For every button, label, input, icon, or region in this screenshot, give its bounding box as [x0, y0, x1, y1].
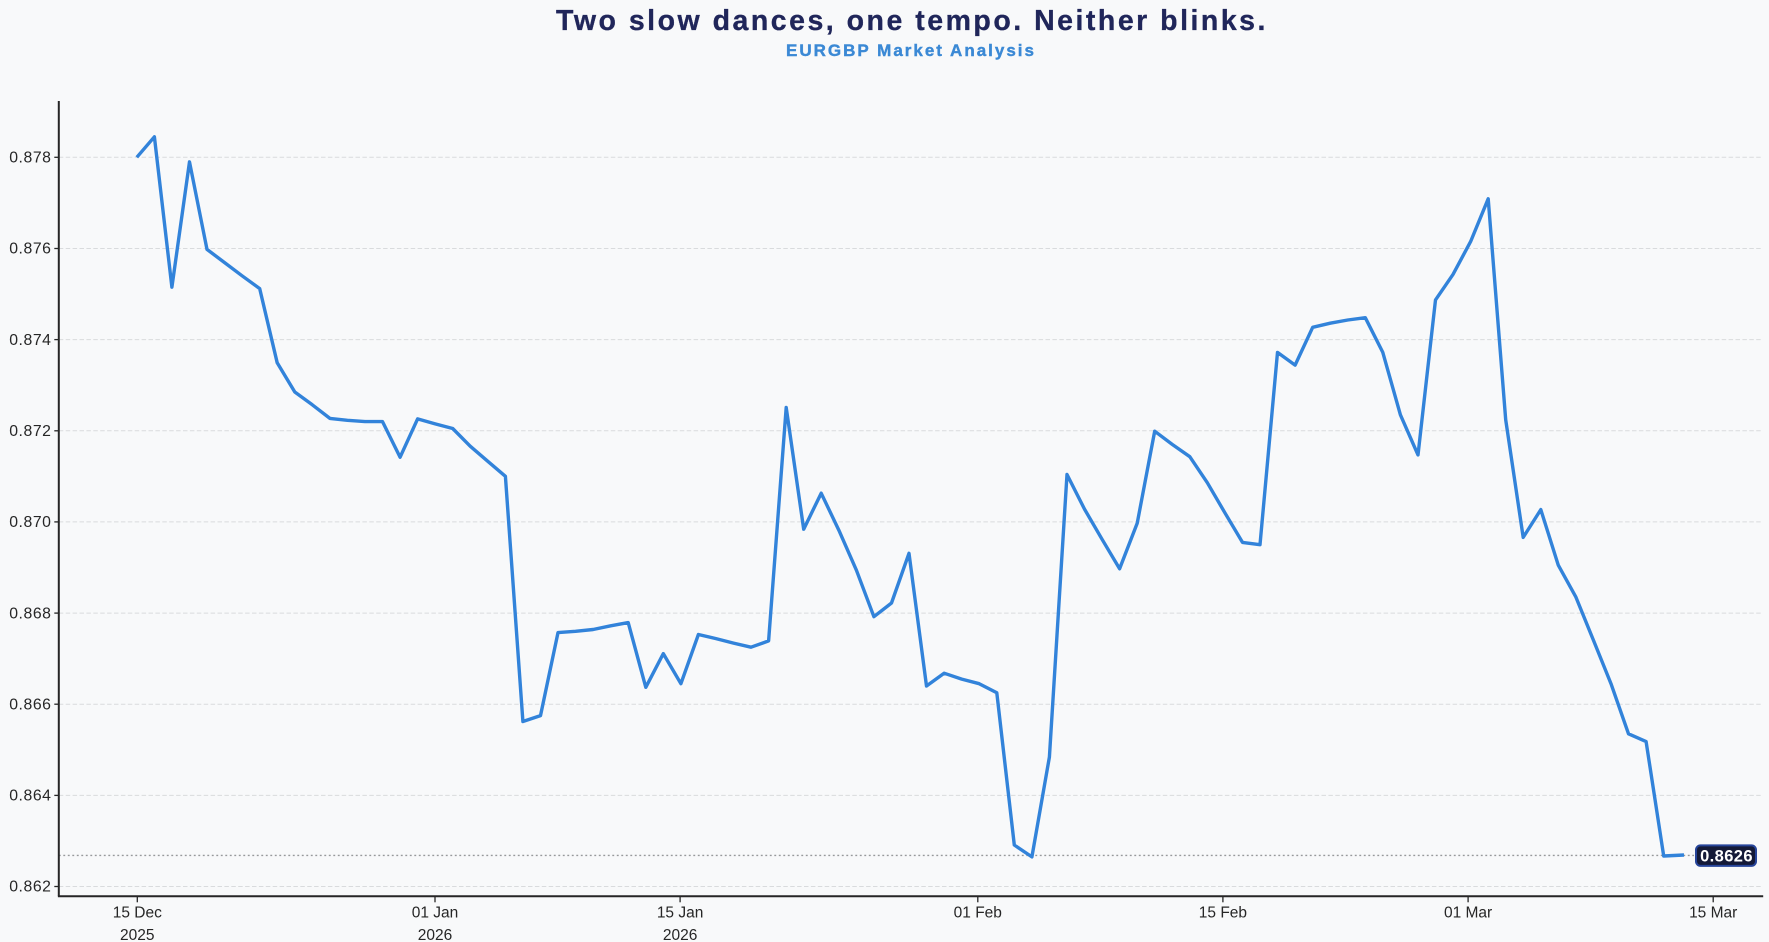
svg-text:0.8626: 0.8626 — [1700, 847, 1753, 865]
svg-text:0.868: 0.868 — [9, 605, 51, 622]
svg-text:15 Mar: 15 Mar — [1689, 905, 1737, 922]
svg-text:15 Jan: 15 Jan — [657, 905, 704, 922]
svg-text:0.874: 0.874 — [9, 332, 51, 349]
svg-text:15 Dec: 15 Dec — [113, 905, 162, 922]
svg-text:01 Feb: 01 Feb — [954, 905, 1002, 922]
svg-text:01 Mar: 01 Mar — [1444, 905, 1492, 922]
svg-text:0.862: 0.862 — [9, 879, 51, 896]
svg-text:01 Jan: 01 Jan — [412, 905, 459, 922]
svg-text:15 Feb: 15 Feb — [1199, 905, 1247, 922]
svg-text:2026: 2026 — [418, 927, 452, 942]
svg-text:0.866: 0.866 — [9, 696, 51, 713]
svg-text:0.870: 0.870 — [9, 514, 51, 531]
svg-text:0.872: 0.872 — [9, 423, 51, 440]
svg-text:2025: 2025 — [120, 927, 154, 942]
svg-text:0.876: 0.876 — [9, 241, 51, 258]
svg-text:0.864: 0.864 — [9, 788, 51, 805]
svg-text:0.878: 0.878 — [9, 150, 51, 167]
svg-text:2026: 2026 — [663, 927, 697, 942]
